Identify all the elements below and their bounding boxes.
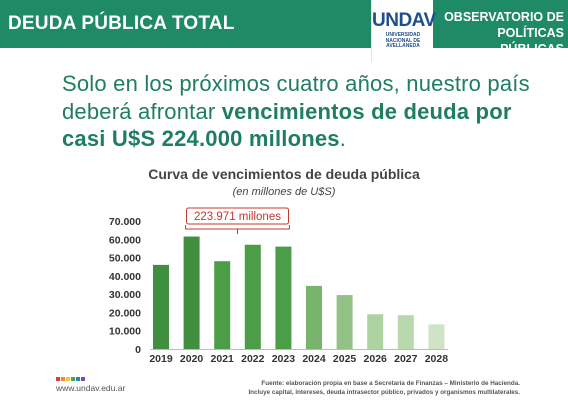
brand-dots [56, 377, 86, 381]
x-tick-label: 2027 [394, 353, 418, 365]
y-tick-label: 0 [135, 344, 141, 356]
observatory-line-2: POLÍTICAS PÚBLICAS [497, 26, 564, 56]
brand-dot [66, 377, 70, 381]
annotation-bracket [185, 225, 290, 230]
undav-logo: UNDAV UNIVERSIDAD NACIONAL DE AVELLANEDA [371, 0, 436, 62]
chart-subtitle: (en millones de U$S) [232, 186, 336, 198]
x-tick-label: 2026 [364, 353, 388, 365]
header-title: DEUDA PÚBLICA TOTAL [8, 13, 235, 34]
logo-sub-line-1: UNIVERSIDAD [385, 32, 421, 38]
logo-subtitle: UNIVERSIDAD NACIONAL DE AVELLANEDA [372, 32, 434, 50]
source-line-1: Fuente: elaboración propia en base a Sec… [261, 380, 520, 387]
observatory-line-1: OBSERVATORIO DE [444, 10, 564, 24]
brand-dot [61, 377, 65, 381]
x-tick-label: 2025 [333, 353, 357, 365]
bar [153, 264, 169, 349]
bar [367, 314, 384, 349]
y-tick-label: 40.000 [109, 271, 141, 283]
y-tick-label: 50.000 [109, 253, 141, 265]
brand-dot [81, 377, 85, 381]
source-line-2: Incluye capital, intereses, deuda intras… [248, 389, 520, 396]
logo-word: UNDAV [372, 10, 436, 31]
bar [397, 315, 414, 349]
x-tick-label: 2028 [425, 353, 449, 365]
annotation-box [186, 207, 289, 225]
logo-sub-line-3: AVELLANEDA [386, 43, 420, 50]
y-tick-label: 20.000 [109, 307, 141, 319]
x-tick-label: 2020 [180, 353, 204, 365]
y-tick-label: 70.000 [109, 216, 141, 228]
brand-dot [71, 377, 75, 381]
bar [306, 285, 322, 349]
brand-dot [76, 377, 80, 381]
bar [275, 246, 292, 349]
annotation-label: 223.971 millones [194, 211, 281, 223]
x-tick-label: 2022 [241, 353, 265, 365]
headline: Solo en los próximos cuatro años, nuestr… [62, 70, 532, 153]
headline-normal: Solo en los próximos cuatro años, nuestr… [62, 71, 530, 124]
bar [336, 295, 353, 349]
chart-title: Curva de vencimientos de deuda pública [148, 166, 420, 182]
x-tick-label: 2024 [302, 353, 326, 365]
header-bar [0, 0, 568, 48]
headline-end: . [339, 126, 347, 151]
bar [183, 236, 200, 349]
headline-bold: vencimientos de deuda por casi U$S 224.0… [62, 98, 512, 152]
y-tick-label: 60.000 [109, 234, 141, 246]
x-tick-label: 2023 [272, 353, 296, 365]
footer-url: www.undav.edu.ar [56, 383, 126, 393]
y-tick-label: 30.000 [109, 289, 141, 301]
bar [214, 261, 231, 349]
logo-sub-line-2: NACIONAL DE [385, 37, 421, 44]
footer-source: Fuente: elaboración propia en base a Sec… [220, 379, 520, 397]
observatory-label: OBSERVATORIO DE POLÍTICAS PÚBLICAS [438, 9, 564, 57]
brand-dot [56, 377, 60, 381]
bar [428, 324, 445, 349]
y-tick-label: 10.000 [109, 326, 141, 338]
x-tick-label: 2021 [211, 353, 235, 365]
bar [244, 244, 261, 349]
x-tick-label: 2019 [149, 353, 173, 365]
